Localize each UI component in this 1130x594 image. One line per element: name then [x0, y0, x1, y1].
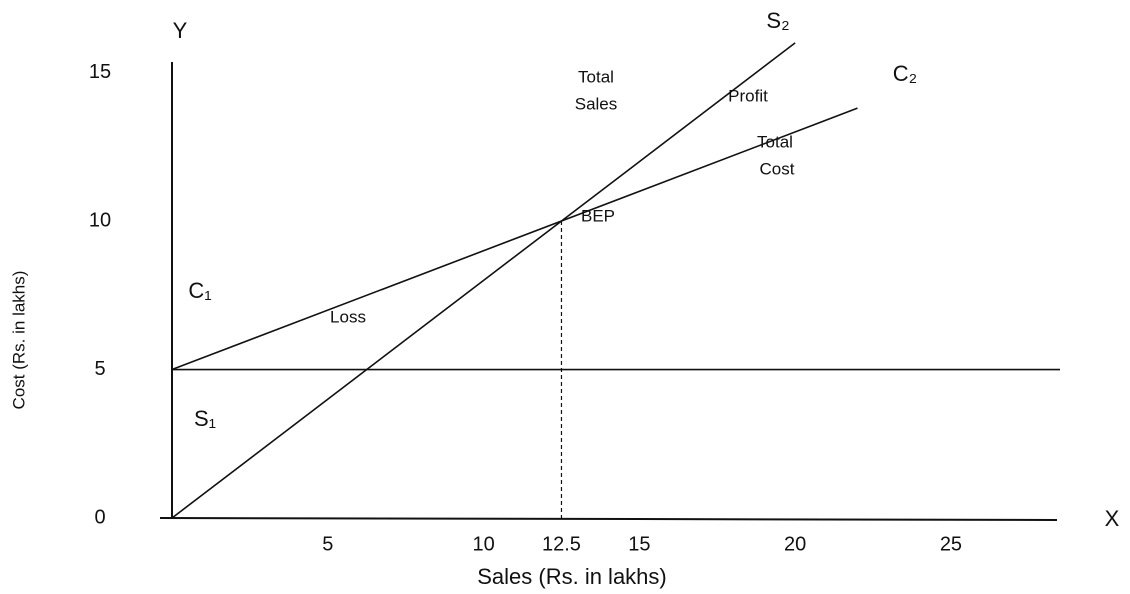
annotation: S₂ [766, 8, 789, 33]
annotation: C₂ [893, 61, 917, 86]
annotation: Total [578, 67, 614, 86]
x-tick-label: 12.5 [542, 533, 581, 555]
x-tick-label: 10 [472, 533, 494, 555]
series-line [171, 42, 796, 519]
x-tick-label: 20 [784, 533, 806, 555]
annotation: X [1105, 506, 1120, 531]
annotation: BEP [581, 206, 615, 225]
annotation: Y [173, 18, 188, 43]
x-axis-label: Sales (Rs. in lakhs) [477, 564, 667, 589]
x-tick-label: 25 [940, 533, 962, 555]
x-axis [159, 517, 1058, 521]
series-line [171, 107, 858, 371]
annotation: Sales [575, 94, 618, 113]
y-tick-label: 0 [94, 506, 105, 528]
annotation: Loss [330, 307, 366, 326]
annotation: Cost [760, 159, 795, 178]
y-tick-label: 10 [89, 209, 111, 231]
y-tick-label: 5 [94, 358, 105, 380]
annotation: Total [757, 132, 793, 151]
x-tick-label: 5 [322, 533, 333, 555]
y-axis-label: Cost (Rs. in lakhs) [9, 271, 28, 410]
y-tick-label: 15 [89, 61, 111, 83]
annotation: C₁ [188, 278, 211, 303]
x-tick-label: 15 [628, 533, 650, 555]
annotation: Profit [728, 86, 768, 105]
annotation: S₁ [194, 406, 216, 431]
